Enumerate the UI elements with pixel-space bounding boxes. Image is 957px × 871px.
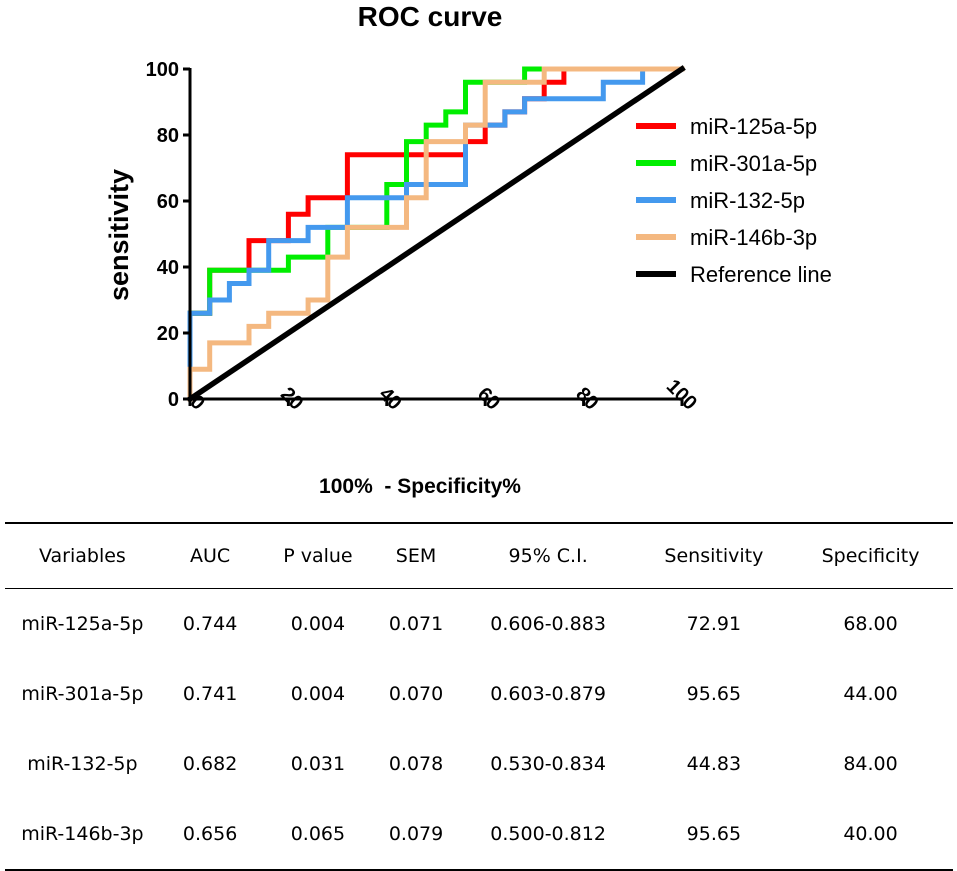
y-tick-label: 40 (157, 257, 179, 279)
cell-sem: 0.078 (388, 753, 444, 775)
table-row: miR-125a-5p 0.744 0.004 0.071 0.606-0.88… (5, 589, 953, 660)
cell-variable: miR-146b-3p (5, 799, 160, 871)
cell-specificity: 84.00 (843, 753, 898, 775)
header-p-value: P value (260, 522, 376, 589)
cell-sem: 0.079 (375, 799, 457, 871)
cell-sensitivity: 72.91 (686, 613, 742, 635)
cell-specificity: 40.00 (788, 799, 953, 871)
cell-ci: 0.530-0.834 (490, 753, 606, 775)
cell-auc: 0.741 (182, 683, 238, 705)
cell-sensitivity: 95.65 (639, 799, 789, 871)
cell-sem: 0.071 (388, 613, 444, 635)
y-axis-label: sensitivity (104, 169, 134, 301)
legend-label-mir-146b-3p: miR-146b-3p (690, 225, 817, 250)
table-row: miR-132-5p 0.682 0.031 0.078 0.530-0.834… (5, 729, 953, 799)
y-tick-label: 20 (157, 323, 179, 345)
header-sem: SEM (375, 522, 457, 589)
chart-title: ROC curve (358, 1, 503, 32)
header-sensitivity: Sensitivity (639, 522, 789, 589)
x-axis-label: 100% - Specificity% (319, 475, 521, 498)
cell-ci: 0.500-0.812 (456, 799, 640, 871)
cell-sem: 0.070 (388, 683, 444, 705)
y-tick-label: 0 (168, 389, 179, 411)
roc-chart: ROC curve sensitivity 100% - Specificity… (104, 1, 832, 498)
legend-label-reference-line: Reference line (690, 262, 832, 287)
y-tick-label: 80 (157, 125, 179, 147)
cell-specificity: 68.00 (843, 613, 898, 635)
cell-specificity: 44.00 (843, 683, 898, 705)
cell-ci: 0.606-0.883 (490, 613, 606, 635)
table-header-row: Variables AUC P value SEM 95% C.I. Sensi… (5, 522, 953, 589)
x-tick-label: 40 (375, 383, 406, 414)
cell-variable: miR-132-5p (27, 753, 138, 775)
table-row: miR-146b-3p 0.656 0.065 0.079 0.500-0.81… (5, 799, 953, 871)
header-auc: AUC (159, 522, 261, 589)
cell-sensitivity: 95.65 (686, 683, 742, 705)
series-line-reference-line (186, 65, 686, 403)
results-table: Variables AUC P value SEM 95% C.I. Sensi… (5, 522, 953, 871)
x-tick-label: 80 (571, 383, 602, 414)
table-row: miR-301a-5p 0.741 0.004 0.070 0.603-0.87… (5, 659, 953, 729)
x-tick-label: 100 (662, 375, 701, 414)
cell-variable: miR-301a-5p (21, 683, 144, 705)
cell-p-value: 0.004 (290, 683, 346, 705)
x-tick-label: 20 (276, 383, 307, 414)
cell-sensitivity: 44.83 (686, 753, 742, 775)
legend-label-mir-132-5p: miR-132-5p (690, 188, 805, 213)
header-specificity: Specificity (788, 522, 953, 589)
cell-auc: 0.744 (182, 613, 238, 635)
series-line-mir-146b-3p (187, 66, 685, 402)
cell-p-value: 0.031 (290, 753, 346, 775)
cell-p-value: 0.004 (290, 613, 346, 635)
header-variables: Variables (5, 522, 160, 589)
cell-p-value: 0.065 (260, 799, 376, 871)
legend-label-mir-125a-5p: miR-125a-5p (690, 114, 817, 139)
legend-label-mir-301a-5p: miR-301a-5p (690, 151, 817, 176)
y-tick-label: 100 (146, 59, 179, 81)
series-line-mir-132-5p (187, 66, 685, 402)
cell-auc: 0.656 (159, 799, 261, 871)
cell-auc: 0.682 (182, 753, 238, 775)
header-ci: 95% C.I. (456, 522, 640, 589)
y-tick-label: 60 (157, 191, 179, 213)
cell-ci: 0.603-0.879 (490, 683, 606, 705)
x-tick-label: 60 (473, 383, 504, 414)
cell-variable: miR-125a-5p (21, 613, 144, 635)
